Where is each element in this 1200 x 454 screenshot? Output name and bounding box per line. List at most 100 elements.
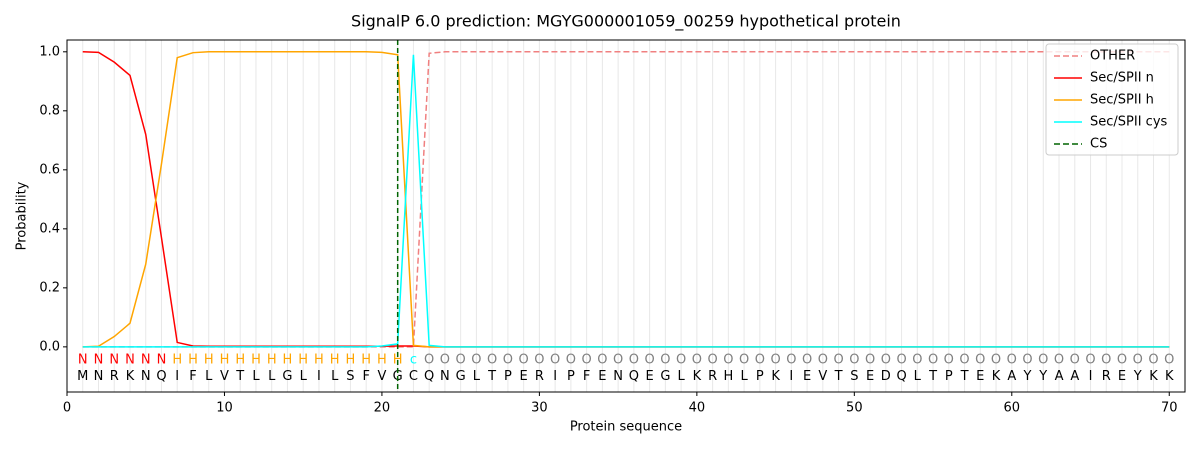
residue-label: P [756, 369, 764, 384]
residue-label: Q [629, 369, 639, 384]
residue-label: L [473, 369, 481, 384]
x-tick-label: 60 [1004, 401, 1021, 416]
residue-label: A [1070, 369, 1079, 384]
series-line [82, 51, 1170, 348]
region-label: O [739, 353, 749, 368]
residue-label: V [377, 369, 386, 384]
region-label: O [534, 353, 544, 368]
region-label: O [770, 353, 780, 368]
region-label: c [410, 353, 417, 368]
residue-label: M [77, 369, 88, 384]
y-axis-label: Probability [15, 181, 30, 250]
region-label: O [912, 353, 922, 368]
residue-label: K [992, 369, 1001, 384]
region-label: H [172, 353, 182, 368]
region-label: O [582, 353, 592, 368]
residue-label: V [818, 369, 827, 384]
region-label: O [692, 353, 702, 368]
series-line [82, 51, 1170, 348]
residue-label: Y [1023, 369, 1032, 384]
residue-label: N [141, 369, 151, 384]
region-label: O [896, 353, 906, 368]
region-label: O [503, 353, 513, 368]
residue-label: G [660, 369, 670, 384]
residue-label: F [583, 369, 590, 384]
region-label: N [78, 353, 88, 368]
residue-label: L [205, 369, 213, 384]
residue-label: N [440, 369, 450, 384]
series-line [82, 54, 1170, 348]
region-label: H [330, 353, 340, 368]
legend-label: CS [1090, 137, 1107, 152]
residue-label: Q [156, 369, 166, 384]
residue-label: E [646, 369, 654, 384]
residue-label: R [708, 369, 717, 384]
x-tick-label: 50 [846, 401, 863, 416]
y-tick-label: 0.4 [39, 221, 60, 236]
chart-title: SignalP 6.0 prediction: MGYG000001059_00… [351, 12, 901, 32]
region-label: O [613, 353, 623, 368]
region-label: O [676, 353, 686, 368]
region-label: O [660, 353, 670, 368]
region-label: O [802, 353, 812, 368]
residue-label: E [976, 369, 984, 384]
residue-label: E [803, 369, 811, 384]
region-label: O [755, 353, 765, 368]
y-tick-label: 0.6 [39, 162, 60, 177]
residue-label: A [1007, 369, 1016, 384]
residue-label: G [282, 369, 292, 384]
region-label: H [298, 353, 308, 368]
residue-label: G [456, 369, 466, 384]
legend-label: OTHER [1090, 49, 1135, 64]
residue-label: T [928, 369, 937, 384]
plot-frame [66, 39, 1186, 393]
region-label: O [818, 353, 828, 368]
x-tick-label: 70 [1161, 401, 1178, 416]
region-label: O [1022, 353, 1032, 368]
region-label: O [991, 353, 1001, 368]
region-label: O [1148, 353, 1158, 368]
region-label: N [94, 353, 104, 368]
region-label: O [1117, 353, 1127, 368]
residue-label: F [362, 369, 369, 384]
region-label: O [550, 353, 560, 368]
x-tick-label: 10 [216, 401, 233, 416]
region-label: O [597, 353, 607, 368]
region-label: O [629, 353, 639, 368]
residue-label: P [504, 369, 512, 384]
residue-label: L [252, 369, 260, 384]
region-label: N [157, 353, 167, 368]
region-label: H [361, 353, 371, 368]
residue-label: N [94, 369, 104, 384]
residue-label: K [1165, 369, 1174, 384]
region-label: O [881, 353, 891, 368]
region-label: O [959, 353, 969, 368]
region-label: H [346, 353, 356, 368]
legend-label: Sec/SPII cys [1090, 115, 1168, 130]
region-label: N [109, 353, 119, 368]
residue-label: K [771, 369, 780, 384]
y-tick-label: 0.0 [39, 339, 60, 354]
residue-label: I [175, 369, 179, 384]
region-label: O [1101, 353, 1111, 368]
residue-label: R [110, 369, 119, 384]
series-line [82, 51, 1170, 348]
region-label: O [645, 353, 655, 368]
residue-label: H [723, 369, 733, 384]
residue-label: S [850, 369, 858, 384]
residue-label: N [613, 369, 623, 384]
region-label: O [1038, 353, 1048, 368]
residue-label: I [789, 369, 793, 384]
region-label: O [456, 353, 466, 368]
residue-label: K [126, 369, 135, 384]
residue-label: E [598, 369, 606, 384]
region-label: O [519, 353, 529, 368]
region-label: O [707, 353, 717, 368]
region-label: H [204, 353, 214, 368]
region-label: O [849, 353, 859, 368]
residue-label: Y [1038, 369, 1047, 384]
residue-label: T [834, 369, 843, 384]
region-label: O [487, 353, 497, 368]
region-label: O [1133, 353, 1143, 368]
